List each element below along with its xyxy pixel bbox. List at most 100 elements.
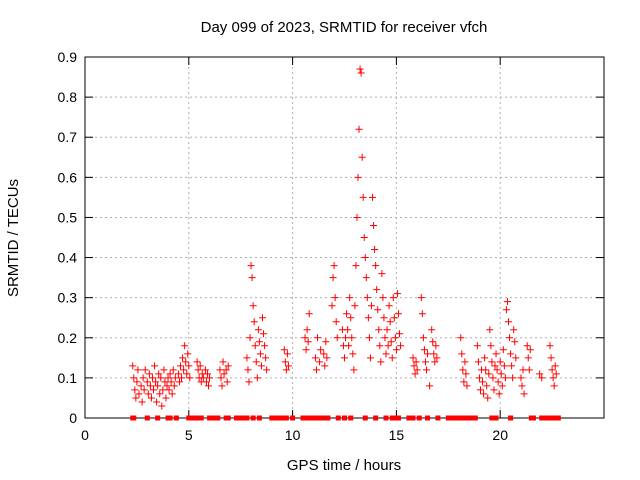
data-point — [424, 350, 432, 358]
data-point — [511, 338, 519, 346]
x-tick-label: 5 — [185, 427, 193, 443]
data-point — [168, 390, 176, 398]
data-point — [373, 286, 381, 294]
data-point — [137, 382, 145, 390]
zero-marker — [225, 415, 231, 421]
data-point — [282, 366, 290, 374]
data-point — [281, 358, 289, 366]
zero-marker — [508, 415, 514, 421]
data-point — [147, 394, 155, 402]
data-point — [196, 362, 204, 370]
y-tick-label: 0.3 — [58, 290, 78, 306]
data-point — [421, 358, 429, 366]
data-point — [312, 366, 320, 374]
data-point — [474, 358, 482, 366]
data-point — [328, 302, 336, 310]
axis-ticks: 0 0.1 0.2 0.3 0.4 0.5 0.6 0.7 0.8 0.9 0 5 10 15 20 — [58, 49, 604, 443]
data-point — [371, 246, 379, 254]
data-point — [176, 362, 184, 370]
zero-marker — [489, 415, 495, 421]
data-point — [413, 366, 421, 374]
data-point — [341, 354, 348, 362]
data-point — [174, 370, 182, 378]
data-point — [363, 294, 371, 302]
y-tick-label: 0.6 — [58, 169, 78, 185]
data-point — [145, 370, 153, 378]
zero-marker — [207, 415, 213, 421]
data-point — [367, 302, 375, 310]
data-point — [332, 318, 340, 326]
zero-marker — [383, 415, 389, 421]
data-point — [220, 370, 228, 378]
data-point — [475, 374, 483, 382]
data-point — [429, 338, 437, 346]
data-point — [258, 314, 266, 322]
data-point — [481, 354, 489, 362]
data-point — [484, 394, 492, 402]
data-point — [410, 362, 418, 370]
data-point — [203, 370, 211, 378]
data-point — [248, 274, 256, 282]
data-point — [201, 366, 209, 374]
data-point — [357, 69, 365, 77]
data-point — [500, 362, 508, 370]
data-point — [490, 386, 498, 394]
data-point — [508, 362, 516, 370]
zero-marker — [373, 415, 379, 421]
zero-marker — [362, 415, 368, 421]
data-point — [497, 370, 505, 378]
data-point — [280, 346, 288, 354]
data-point — [364, 314, 372, 322]
grid-lines — [85, 57, 604, 418]
data-point — [253, 374, 261, 382]
x-axis-label: GPS time / hours — [287, 457, 401, 474]
data-point — [154, 382, 162, 390]
data-point — [361, 254, 369, 262]
data-point — [148, 374, 156, 382]
data-point — [549, 374, 557, 382]
data-point — [388, 354, 396, 362]
data-point — [251, 342, 259, 350]
data-point — [348, 334, 356, 342]
zero-marker — [325, 415, 331, 421]
data-point — [426, 382, 434, 390]
zero-marker — [493, 415, 499, 421]
data-point — [546, 342, 554, 350]
zero-marker — [348, 415, 354, 421]
zero-marker — [186, 415, 192, 421]
data-point — [143, 378, 151, 386]
data-point — [314, 334, 322, 342]
data-point — [510, 326, 518, 334]
data-point — [171, 374, 179, 382]
data-point — [461, 358, 469, 366]
data-point — [394, 310, 402, 318]
data-point — [262, 354, 270, 362]
zero-marker — [389, 415, 395, 421]
data-point — [320, 350, 328, 358]
data-point — [317, 346, 325, 354]
data-point — [390, 314, 398, 322]
data-point — [432, 342, 440, 350]
data-point — [316, 358, 324, 366]
data-point — [499, 346, 507, 354]
data-point — [163, 382, 171, 390]
data-point — [369, 193, 377, 201]
data-point — [355, 125, 363, 133]
data-point — [370, 221, 378, 229]
data-point — [491, 362, 499, 370]
data-point — [162, 394, 170, 402]
data-point — [255, 338, 263, 346]
x-tick-label: 10 — [285, 427, 301, 443]
zero-marker — [395, 415, 401, 421]
zero-marker — [416, 415, 422, 421]
data-point — [492, 350, 500, 358]
data-point — [480, 390, 488, 398]
data-point — [304, 338, 312, 346]
data-point — [420, 346, 428, 354]
data-point — [356, 65, 364, 73]
zero-marker — [155, 415, 161, 421]
data-point — [409, 354, 417, 362]
data-point — [257, 362, 265, 370]
data-point — [498, 382, 506, 390]
data-point — [380, 314, 388, 322]
